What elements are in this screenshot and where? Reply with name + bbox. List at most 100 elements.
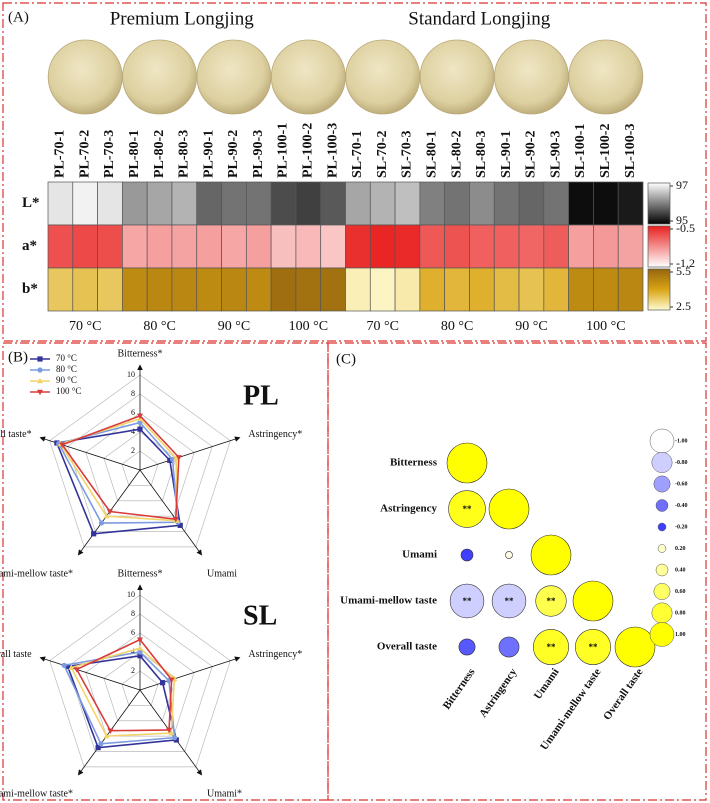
point-marker	[59, 442, 66, 448]
legend-bubble	[649, 428, 675, 454]
heatmap-cell	[345, 224, 371, 269]
point-marker	[65, 663, 71, 670]
column-label: PL-70-3	[102, 130, 117, 178]
correlation-bubble	[448, 490, 486, 528]
heatmap-cell	[97, 224, 123, 269]
correlation-bubble	[505, 551, 513, 559]
axis-label: Astringency*	[248, 429, 302, 440]
legend-label: 90 °C	[56, 375, 77, 385]
heatmap-cell	[47, 224, 74, 269]
r-tick-label: 6	[131, 408, 135, 417]
legend-label: -0.20	[675, 524, 688, 530]
legend-bubble	[657, 522, 667, 532]
correlation-bubble	[614, 626, 656, 668]
point-marker	[166, 727, 173, 734]
temperature-label: 80 °C	[441, 319, 473, 334]
column-label: SL-70-1	[350, 131, 365, 178]
correlation-bubble	[458, 638, 476, 656]
heatmap-cell	[295, 267, 322, 312]
legend-bubble	[655, 563, 669, 577]
radar-axis	[139, 656, 241, 691]
tea-sample-image	[419, 39, 495, 115]
column-label: SL-100-2	[598, 124, 613, 178]
tea-sample-image	[568, 39, 644, 115]
series-line	[75, 638, 173, 732]
heatmap-cell	[295, 224, 322, 269]
series-line	[61, 414, 180, 521]
heatmap-cell	[345, 267, 371, 312]
colorbar-tick-label: -1.2	[676, 256, 695, 270]
heatmap-cell	[543, 267, 569, 312]
heatmap-cell	[171, 267, 198, 312]
correlation-bubble	[460, 548, 474, 562]
tea-sample-image	[270, 39, 346, 115]
temperature-label: 70 °C	[69, 319, 101, 334]
temperature-label: 90 °C	[218, 319, 250, 334]
heatmap-cell	[369, 181, 396, 226]
colorbar-tick-label: 97	[676, 178, 688, 192]
heatmap-cell	[568, 224, 594, 269]
grid-ring	[85, 632, 195, 737]
heatmap-cell	[394, 224, 421, 269]
grid-ring	[121, 670, 159, 706]
panel-c-frame	[327, 342, 707, 801]
tea-sample-image	[47, 39, 123, 115]
column-label: PL-80-1	[127, 130, 142, 178]
heatmap-cell	[419, 224, 446, 269]
series-line	[70, 647, 176, 737]
heatmap-cell	[617, 224, 644, 269]
legend-marker	[37, 356, 43, 362]
grid-ring	[103, 651, 177, 722]
grid-ring	[49, 374, 231, 548]
heatmap-cell	[171, 224, 198, 269]
colorbar-tick-label: -0.5	[676, 221, 695, 235]
heatmap-cell	[245, 224, 272, 269]
column-label: PL-100-2	[301, 123, 316, 178]
correlation-bubble	[449, 583, 485, 619]
point-marker	[173, 737, 179, 743]
heatmap-cell	[419, 267, 446, 312]
legend-label: -0.40	[675, 503, 688, 509]
heatmap-cell	[47, 181, 74, 226]
heatmap-cell	[146, 181, 173, 226]
r-tick-label: 10	[127, 370, 135, 379]
radar-axis	[139, 469, 203, 556]
column-label: SL-100-3	[623, 124, 638, 178]
row-label: Astringency	[380, 503, 437, 515]
point-marker	[73, 667, 80, 673]
colorbar	[647, 225, 671, 268]
heatmap-cell	[518, 224, 545, 269]
panel-label: (B)	[8, 349, 28, 365]
significance-label: **	[547, 596, 557, 606]
row-label: b*	[22, 281, 38, 297]
legend-marker	[37, 377, 43, 384]
heatmap-cell	[196, 267, 222, 312]
point-marker	[167, 457, 173, 463]
column-label: SL-70-3	[400, 131, 415, 178]
column-label: SL-80-1	[424, 131, 439, 178]
heatmap-cell	[122, 181, 148, 226]
r-tick-label: 10	[127, 590, 135, 599]
legend-label: 0.80	[675, 610, 686, 616]
axis-label: Umami-mellow taste*	[0, 789, 73, 800]
heatmap-cell	[320, 181, 346, 226]
temperature-label: 90 °C	[515, 319, 547, 334]
column-label: PL-80-3	[177, 130, 192, 178]
point-marker	[137, 645, 143, 651]
heatmap-cell	[47, 267, 74, 312]
legend-bubble	[651, 602, 673, 624]
heatmap-cell	[617, 181, 644, 226]
legend-label: 70 °C	[56, 353, 77, 363]
column-label: PL-90-2	[226, 130, 241, 178]
column-label: SL-90-2	[524, 131, 539, 178]
series-line	[59, 417, 178, 522]
legend-bubble	[653, 475, 671, 493]
temperature-label: 70 °C	[366, 319, 398, 334]
column-label: Umami	[532, 666, 562, 701]
point-marker	[91, 531, 97, 537]
tea-sample-image	[122, 39, 197, 115]
heatmap-cell	[221, 267, 247, 312]
grid-ring	[85, 412, 195, 517]
column-label: SL-100-1	[573, 124, 588, 178]
point-marker	[137, 413, 143, 420]
